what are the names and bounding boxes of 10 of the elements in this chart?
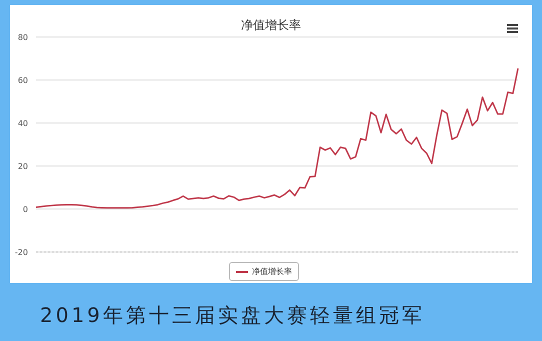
line-series xyxy=(35,68,519,209)
y-tick-label: 40 xyxy=(18,118,28,128)
y-tick-label: 0 xyxy=(22,204,28,214)
y-tick-label: 20 xyxy=(18,162,28,171)
y-tick-label: -20 xyxy=(14,248,28,257)
y-tick-label: 60 xyxy=(18,76,28,85)
text: 2019年第十三届实盘大赛轻量组冠军 xyxy=(40,302,425,329)
legend-label: 净值增长率 xyxy=(252,266,292,277)
y-tick-label: 80 xyxy=(18,32,28,42)
chart-title: 净值增长率 xyxy=(240,17,302,34)
